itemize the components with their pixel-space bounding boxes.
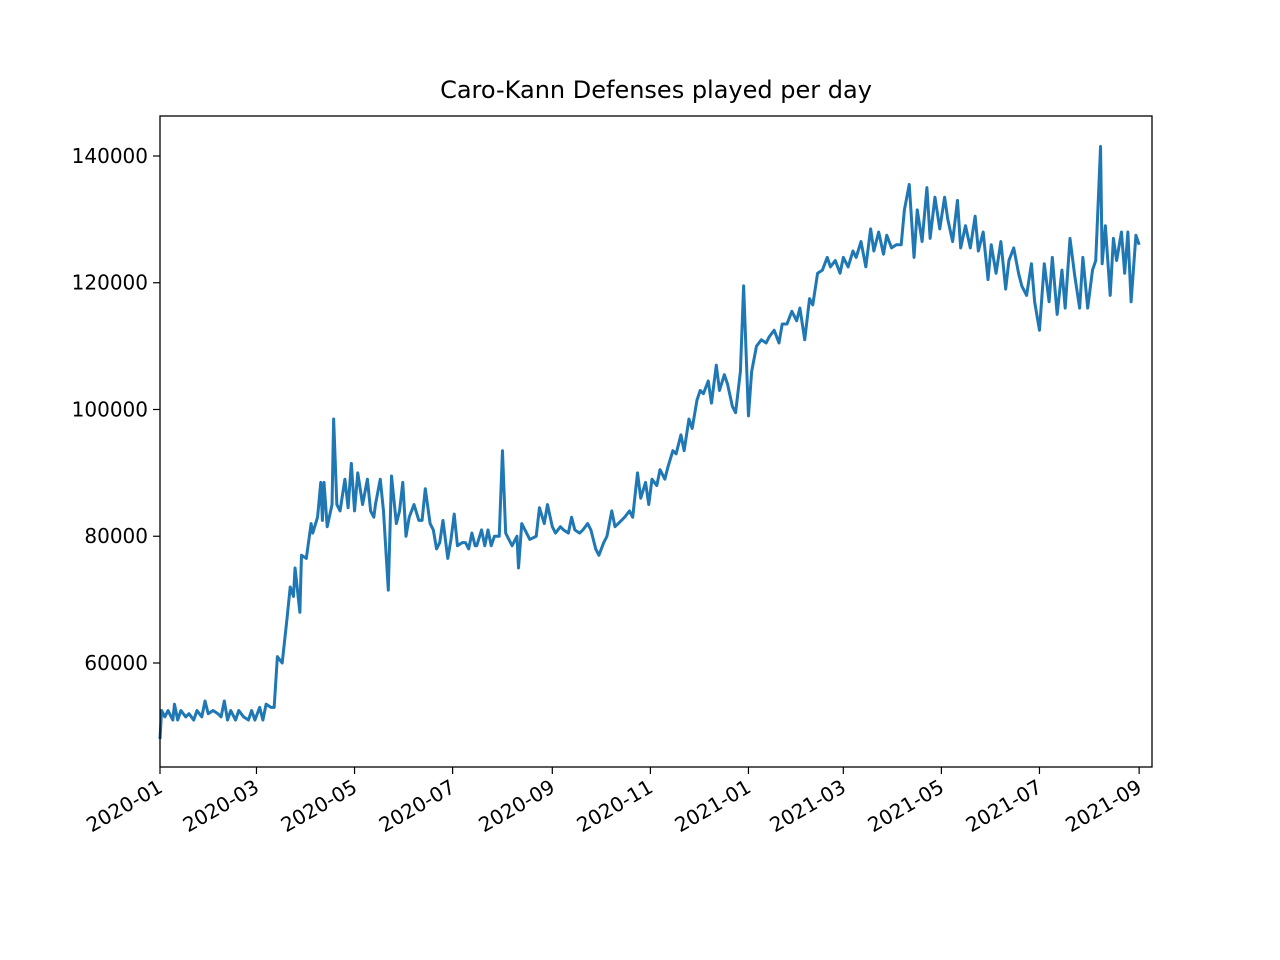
plot-frame [159, 115, 1153, 768]
y-tick-label: 60000 [84, 651, 148, 675]
y-tick-label: 80000 [84, 524, 148, 548]
data-line [158, 144, 1141, 740]
y-tick-label: 120000 [72, 271, 148, 295]
y-tick-label: 100000 [72, 397, 148, 421]
chart-title: Caro-Kann Defenses played per day [440, 76, 872, 104]
y-tick-label: 140000 [72, 144, 148, 168]
